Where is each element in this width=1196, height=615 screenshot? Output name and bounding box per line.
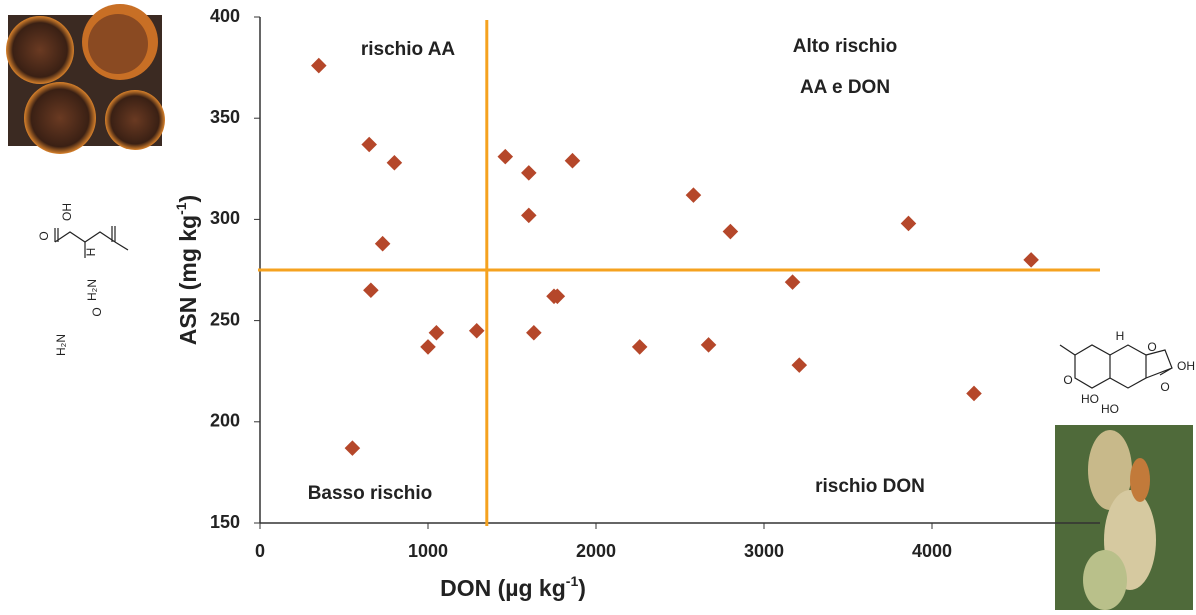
y-tick-label: 250 xyxy=(210,309,240,329)
point xyxy=(686,187,702,203)
point xyxy=(1023,252,1039,268)
x-axis-title: DON (µg kg-1) xyxy=(440,573,586,601)
molecule-label: O xyxy=(90,307,104,316)
point xyxy=(420,339,436,355)
x-tick-label: 2000 xyxy=(576,541,616,561)
point xyxy=(311,58,327,74)
annotation: AA e DON xyxy=(800,77,890,98)
molecule-label: O xyxy=(1160,380,1169,394)
molecule-label: H₂N xyxy=(85,279,99,301)
y-axis-title-part: ) xyxy=(175,195,201,203)
point xyxy=(521,208,537,224)
annotation: rischio DON xyxy=(815,476,925,497)
x-tick-label: 3000 xyxy=(744,541,784,561)
point xyxy=(901,216,917,232)
x-axis-title-part: -1 xyxy=(566,573,579,589)
y-tick-label: 400 xyxy=(210,6,240,26)
point xyxy=(469,323,485,339)
molecule-label: O xyxy=(1147,340,1156,354)
y-tick-label: 300 xyxy=(210,208,240,228)
molecule-label: H xyxy=(84,248,98,257)
point xyxy=(526,325,542,341)
molecule-label: HO xyxy=(1081,392,1099,406)
x-tick-label: 0 xyxy=(255,541,265,561)
x-axis-title-part: DON (µg kg xyxy=(440,575,566,601)
point xyxy=(521,165,537,181)
chart: 15020025030035040001000200030004000DON (… xyxy=(0,0,1196,610)
point xyxy=(966,386,982,402)
y-axis-title: ASN (mg kg-1) xyxy=(173,195,201,345)
point xyxy=(345,440,361,456)
point xyxy=(498,149,514,165)
point xyxy=(429,325,445,341)
molecule-label: OH xyxy=(60,203,74,221)
x-tick-label: 4000 xyxy=(912,541,952,561)
annotation: Alto rischio xyxy=(793,36,898,57)
point xyxy=(387,155,403,171)
wheat-photo xyxy=(1055,425,1193,610)
y-tick-label: 350 xyxy=(210,107,240,127)
point xyxy=(565,153,581,169)
x-axis-title-part: ) xyxy=(578,575,586,601)
y-axis-title-part: ASN (mg kg xyxy=(175,215,201,345)
molecule-label: OH xyxy=(1177,359,1195,373)
y-tick-label: 150 xyxy=(210,512,240,532)
annotation: Basso rischio xyxy=(308,483,433,504)
molecule-label: HO xyxy=(1101,402,1119,416)
molecule-label: H₂N xyxy=(54,334,68,356)
point xyxy=(792,357,808,373)
y-tick-label: 200 xyxy=(210,411,240,431)
molecule-label: O xyxy=(37,231,51,240)
annotation: rischio AA xyxy=(361,39,456,60)
point xyxy=(375,236,391,252)
point xyxy=(785,274,801,290)
point xyxy=(363,282,379,298)
point xyxy=(632,339,648,355)
ergot-photo xyxy=(6,4,165,154)
page: {"chart_data": {"type": "scatter", "xlab… xyxy=(0,0,1196,615)
y-axis-title-part: -1 xyxy=(173,202,189,215)
molecule-label: H xyxy=(1116,329,1125,343)
molecule-label: O xyxy=(1063,373,1072,387)
point xyxy=(701,337,717,353)
point xyxy=(723,224,739,240)
point xyxy=(361,137,377,153)
x-tick-label: 1000 xyxy=(408,541,448,561)
